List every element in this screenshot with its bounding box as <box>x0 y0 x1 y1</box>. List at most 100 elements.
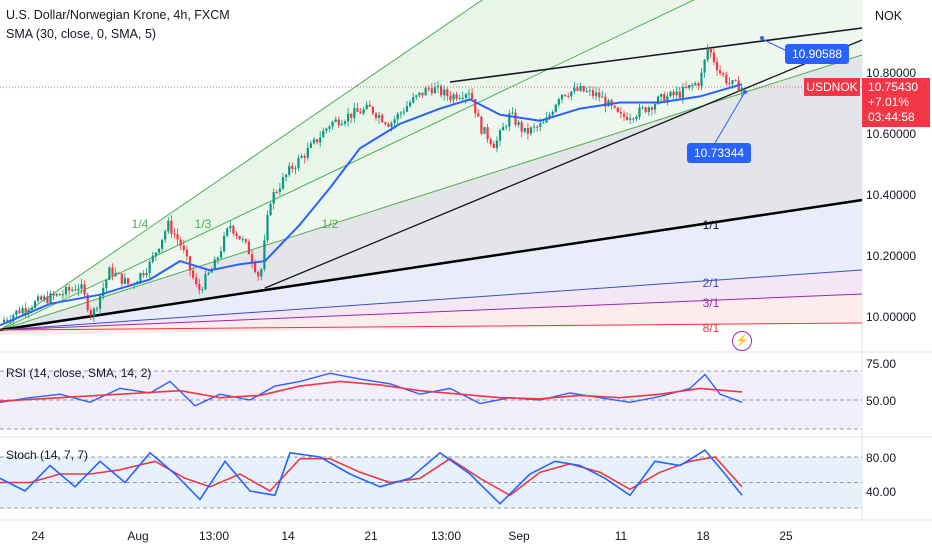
candle-body <box>517 122 520 125</box>
time-axis-label: Aug <box>127 529 149 543</box>
candle-body <box>95 308 99 310</box>
candle-body <box>263 240 266 270</box>
candle-body <box>657 96 660 105</box>
candle-body <box>728 83 731 85</box>
price-tick: 10.40000 <box>866 188 917 202</box>
candle-body <box>61 294 64 296</box>
candle-body <box>666 96 669 103</box>
gann-fan-line <box>0 0 484 331</box>
candle-body <box>154 252 157 256</box>
candle-body <box>356 108 359 112</box>
candle-body <box>529 127 533 134</box>
stoch-tick: 40.00 <box>866 485 897 499</box>
candle-body <box>179 239 182 246</box>
candle-body <box>334 119 337 122</box>
candle-body <box>92 308 95 316</box>
candle-body <box>526 127 529 134</box>
candle-body <box>691 85 694 87</box>
flash-icon[interactable]: ⚡ <box>732 331 752 351</box>
price-tick: 10.20000 <box>866 249 917 263</box>
candle-body <box>300 156 303 158</box>
candle-body <box>151 255 154 262</box>
candle-body <box>86 294 89 311</box>
candle-body <box>709 48 712 53</box>
candle-body <box>49 293 52 303</box>
candle-body <box>455 94 458 99</box>
candle-body <box>703 59 706 73</box>
candle-body <box>576 87 579 91</box>
candle-body <box>697 83 700 86</box>
candle-body <box>560 94 564 100</box>
candle-body <box>111 267 114 276</box>
candle-body <box>347 113 350 122</box>
candle-body <box>15 310 18 315</box>
candle-body <box>669 91 672 97</box>
time-axis-label: 13:00 <box>430 529 462 543</box>
candle-body <box>430 88 433 94</box>
stoch-label[interactable]: Stoch (14, 7, 7) <box>6 448 89 462</box>
candle-body <box>638 107 641 117</box>
gann-fan-zone <box>0 0 862 330</box>
chart-title[interactable]: U.S. Dollar/Norwegian Krone, 4h, FXCM <box>6 8 230 22</box>
candle-body <box>102 288 105 297</box>
gann-fan-label: 1/4 <box>131 217 149 231</box>
candle-body <box>226 228 229 236</box>
rsi-tick: 50.00 <box>866 394 897 408</box>
candle-body <box>427 88 430 90</box>
candle-body <box>402 111 405 113</box>
candle-body <box>74 289 77 291</box>
lower-trendline <box>264 39 863 289</box>
lower-trendline-price-tag[interactable]: 10.73344 <box>687 143 752 163</box>
candle-body <box>467 93 471 95</box>
candle-body <box>712 52 715 62</box>
candle-body <box>337 119 340 126</box>
candle-body <box>715 61 719 71</box>
candle-body <box>545 117 548 123</box>
candle-body <box>37 296 40 302</box>
candle-body <box>219 251 223 258</box>
candle-body <box>247 241 250 255</box>
candle-body <box>40 296 43 300</box>
candle-body <box>675 91 678 96</box>
upper-trendline-price-tag[interactable]: 10.90588 <box>785 44 850 64</box>
candle-body <box>272 192 275 204</box>
candle-body <box>368 104 371 107</box>
candle-body <box>83 284 86 295</box>
candle-body <box>688 85 691 88</box>
candle-body <box>185 250 188 257</box>
candle-body <box>684 86 688 88</box>
candle-body <box>238 235 241 240</box>
candle-body <box>471 93 474 100</box>
candle-body <box>198 284 201 291</box>
gann-fan-line <box>0 322 863 331</box>
sma-indicator-label[interactable]: SMA (30, close, 0, SMA, 5) <box>6 27 157 41</box>
rsi-label[interactable]: RSI (14, close, SMA, 14, 2) <box>6 366 152 380</box>
candle-body <box>164 231 167 240</box>
candle-body <box>108 267 111 280</box>
time-axis-label: 14 <box>281 529 295 543</box>
candle-body <box>613 105 616 108</box>
candle-body <box>502 126 505 131</box>
candle-body <box>647 107 650 113</box>
candle-body <box>449 96 452 100</box>
candle-body <box>374 113 378 118</box>
candle-body <box>554 104 557 112</box>
candle-body <box>489 139 492 145</box>
candle-body <box>557 99 560 105</box>
tag-anchor <box>760 36 764 40</box>
candle-body <box>343 121 347 124</box>
stoch-d-line <box>0 456 743 497</box>
candle-body <box>622 113 626 117</box>
candle-body <box>731 80 734 84</box>
currency-label[interactable]: NOK <box>875 9 903 23</box>
candle-body <box>33 301 37 308</box>
candle-body <box>99 296 102 309</box>
tag-connector <box>714 91 746 144</box>
time-axis-label: 11 <box>614 529 628 543</box>
candle-body <box>288 165 291 175</box>
candle-body <box>505 126 508 128</box>
candle-body <box>46 296 49 303</box>
candle-body <box>80 284 83 289</box>
gann-fan-label: 1/1 <box>702 218 720 232</box>
